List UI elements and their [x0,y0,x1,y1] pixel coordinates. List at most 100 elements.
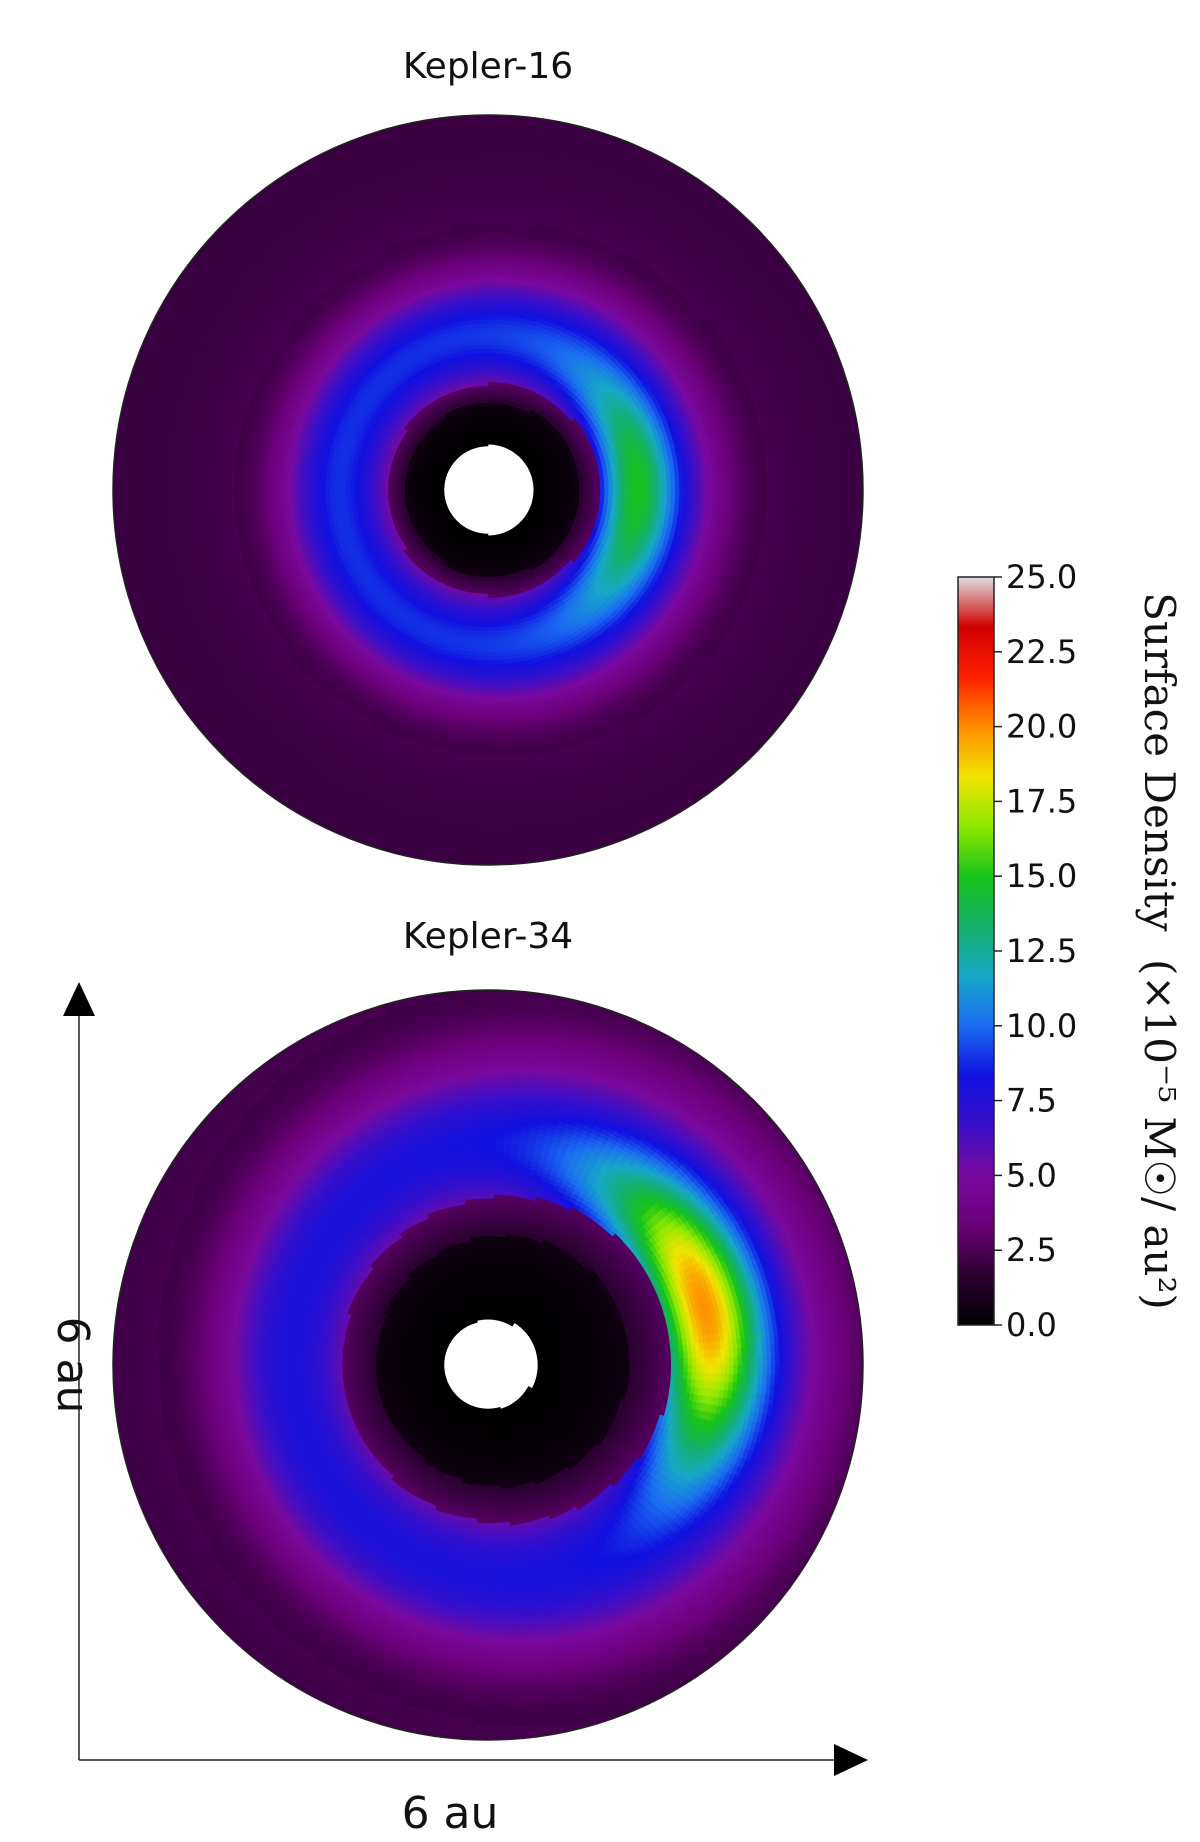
kepler-16-cell [487,331,494,337]
kepler-16-cell [498,331,505,338]
kepler-16-cell [496,613,502,620]
kepler-16-cell [487,406,492,412]
kepler-16-cell [483,598,489,603]
kepler-16-cell [487,356,494,362]
kepler-16-cell [487,635,494,641]
kepler-16-cell [624,474,630,481]
kepler-16-cell [483,372,489,378]
kepler-16-cell [492,614,498,620]
kepler-16-cell [583,486,589,491]
kepler-16-cell [604,481,610,487]
kepler-16-cell [633,489,639,496]
kepler-16-cell [482,618,489,624]
kepler-16-cell [479,377,485,383]
kepler-16-cell [612,489,618,495]
kepler-16-cell [493,327,500,333]
kepler-16-cell [495,605,501,611]
kepler-16-cell [487,598,493,603]
kepler-16-cell [579,492,585,498]
kepler-16-cell [484,564,489,570]
kepler-16-cell [484,389,489,395]
kepler-16-cell [566,489,572,494]
kepler-16-cell [491,589,496,595]
kepler-16-cell [492,626,499,632]
kepler-16-cell [599,493,605,499]
kepler-16-cell [379,485,385,491]
kepler-16-cell [379,478,385,484]
kepler-16-cell [473,618,480,624]
kepler-16-cell [490,398,495,404]
kepler-16-cell [483,364,489,370]
kepler-16-cell [471,340,479,346]
kepler-16-cell [338,473,344,481]
kepler-16-cell [477,348,484,354]
kepler-16-cell [345,484,351,491]
kepler-16-cell [354,480,360,486]
kepler-16-cell [487,643,494,649]
kepler-16-cell [366,485,372,491]
kepler-16-cell [329,489,335,496]
kepler-16-cell [487,410,492,416]
kepler-16-cell [583,492,589,498]
kepler-16-cell [487,389,492,395]
kepler-16-cell [641,495,647,502]
kepler-16-cell [494,381,500,387]
kepler-16-cell [487,627,494,633]
kepler-16-cell [375,485,380,491]
kepler-16-cell [574,492,580,497]
kepler-16-cell [370,485,376,491]
kepler-16-cell [476,589,482,595]
kepler-16-cell [645,483,651,491]
kepler-16-cell [491,364,498,370]
kepler-16-cell [496,356,503,362]
kepler-16-cell [333,484,339,491]
kepler-16-cell [358,498,365,504]
kepler-16-cell [633,484,639,491]
kepler-16-cell [408,486,414,491]
kepler-16-cell [333,494,339,502]
kepler-16-cell [487,347,494,353]
kepler-16-cell [487,385,492,391]
kepler-16-cell [329,500,336,507]
kepler-16-cell [558,492,564,496]
kepler-16-cell [475,605,481,611]
kepler-16-cell [491,597,497,603]
kepler-16-cell [484,585,489,591]
kepler-16-cell [558,489,564,493]
kepler-16-cell [350,494,356,500]
kepler-16-cell [575,489,581,494]
kepler-16-cell [492,352,498,358]
kepler-16-cell [383,486,389,491]
kepler-16-cell [479,597,485,603]
kepler-16-cell [587,486,593,491]
kepler-16-cell [420,487,426,491]
kepler-16-cell [337,479,343,486]
kepler-16-cell [337,484,343,491]
kepler-16-cell [591,493,597,498]
kepler-16-cell [484,581,489,587]
kepler-16-cell [579,489,585,494]
kepler-16-cell [478,364,485,370]
kepler-16-cell [425,487,430,491]
kepler-16-cell [492,635,499,641]
kepler-16-cell [498,642,505,649]
kepler-16-cell [633,479,639,486]
kepler-16-cell [482,339,489,345]
kepler-16-cell [492,618,498,624]
kepler-16-cell [354,484,360,491]
kepler-16-cell [485,560,489,566]
kepler-16-cell [477,343,484,350]
kepler-16-cell [496,618,503,624]
kepler-16-cell [616,494,622,500]
kepler-16-cell [476,593,482,599]
kepler-16-cell [571,489,576,494]
kepler-16-cell [491,593,496,599]
kepler-16-cell [481,576,486,582]
kepler-16-cell [346,474,352,481]
kepler-16-cell [487,610,493,616]
kepler-16-cell [371,477,377,483]
kepler-16-cell [493,331,500,337]
disk-map-kepler-16 [113,115,863,865]
kepler-16-cell [341,494,348,501]
kepler-16-cell [367,477,373,483]
